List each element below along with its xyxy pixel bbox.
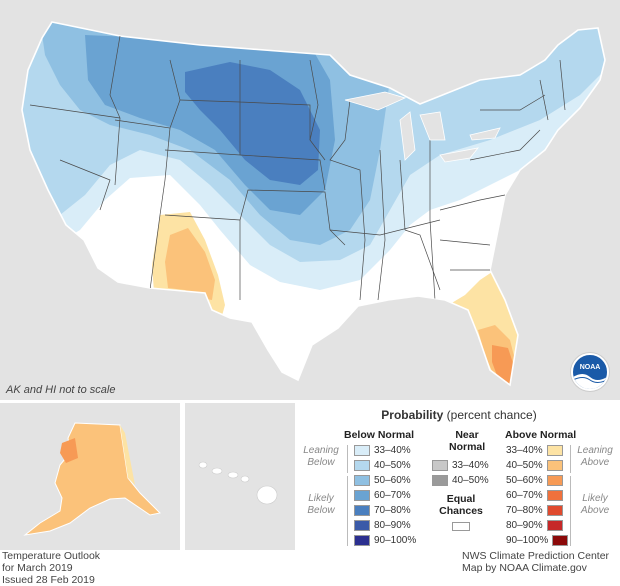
below-60-70: 60–70% — [354, 490, 411, 502]
near-normal-header: Near Normal — [449, 429, 486, 453]
credit-map: Map by NOAA Climate.gov — [462, 562, 587, 574]
below-33-40: 33–40% — [354, 445, 411, 457]
swatch — [354, 445, 370, 456]
leaning-below-label: Leaning Below — [303, 445, 339, 468]
legend-bracket — [347, 476, 348, 546]
swatch — [546, 460, 563, 471]
alaska-shape — [23, 422, 162, 536]
legend-bracket — [570, 476, 571, 546]
swatch — [546, 505, 563, 516]
legend-title: Probability (percent chance) — [381, 408, 537, 422]
outlook-caption: Temperature Outlook for March 2019 Issue… — [2, 550, 100, 586]
swatch — [546, 490, 563, 501]
hawaii-inset — [185, 403, 295, 550]
conus-map: AK and HI not to scale NOAA — [0, 0, 620, 400]
alaska-east-edge — [120, 425, 135, 485]
noaa-logo: NOAA — [571, 353, 609, 391]
swatch — [546, 475, 563, 486]
swatch — [354, 535, 370, 546]
scale-note: AK and HI not to scale — [5, 384, 115, 396]
above-50-60: 50–60% — [506, 475, 563, 487]
alaska-west-coast — [60, 438, 78, 463]
conus-map-svg: AK and HI not to scale — [5, 21, 606, 396]
swatch — [546, 445, 563, 456]
above-90-100: 90–100% — [506, 535, 569, 547]
swatch — [552, 535, 569, 546]
svg-text:NOAA: NOAA — [580, 364, 601, 371]
swatch — [354, 505, 370, 516]
caption-title: Temperature Outlook — [2, 550, 101, 562]
credit-caption: NWS Climate Prediction Center Map by NOA… — [462, 550, 609, 574]
below-normal-header: Below Normal — [344, 429, 415, 441]
likely-above-label: Likely Above — [580, 493, 610, 516]
below-40-50: 40–50% — [354, 460, 411, 472]
near-33-40: 33–40% — [432, 460, 489, 472]
below-90-100: 90–100% — [354, 535, 416, 547]
swatch — [432, 475, 448, 486]
swatch — [354, 475, 370, 486]
us-outline — [21, 21, 606, 387]
great-lakes — [344, 91, 501, 163]
above-normal-header: Above Normal — [505, 429, 577, 441]
swatch — [354, 460, 370, 471]
above-80-90: 80–90% — [506, 520, 563, 532]
credit-source: NWS Climate Prediction Center — [462, 550, 610, 562]
above-40-50: 40–50% — [506, 460, 563, 472]
state-borders — [29, 35, 566, 301]
below-70-80-region — [185, 62, 320, 185]
legend-bracket — [347, 445, 348, 473]
above-33-40: 33–40% — [506, 445, 563, 457]
below-50-60: 50–60% — [354, 475, 411, 487]
near-40-50: 40–50% — [432, 475, 489, 487]
above-70-80: 70–80% — [506, 505, 563, 517]
hawaii-islands — [198, 461, 278, 505]
likely-below-label: Likely Below — [307, 493, 335, 516]
below-70-80: 70–80% — [354, 505, 411, 517]
caption-issued: Issued 28 Feb 2019 — [2, 574, 95, 586]
alaska-inset — [0, 403, 180, 550]
probability-legend: Probability (percent chance) Below Norma… — [298, 403, 620, 550]
above-60-70: 60–70% — [506, 490, 563, 502]
swatch — [546, 520, 563, 531]
swatch — [354, 490, 370, 501]
swatch — [432, 460, 448, 471]
equal-chances-swatch — [452, 522, 470, 531]
leaning-above-label: Leaning Above — [577, 445, 613, 468]
swatch — [354, 520, 370, 531]
legend-bracket — [570, 445, 571, 473]
below-80-90: 80–90% — [354, 520, 411, 532]
equal-chances-label: Equal Chances — [439, 493, 483, 517]
above-40-50-southwest-region — [165, 228, 215, 300]
caption-period: for March 2019 — [2, 562, 73, 574]
